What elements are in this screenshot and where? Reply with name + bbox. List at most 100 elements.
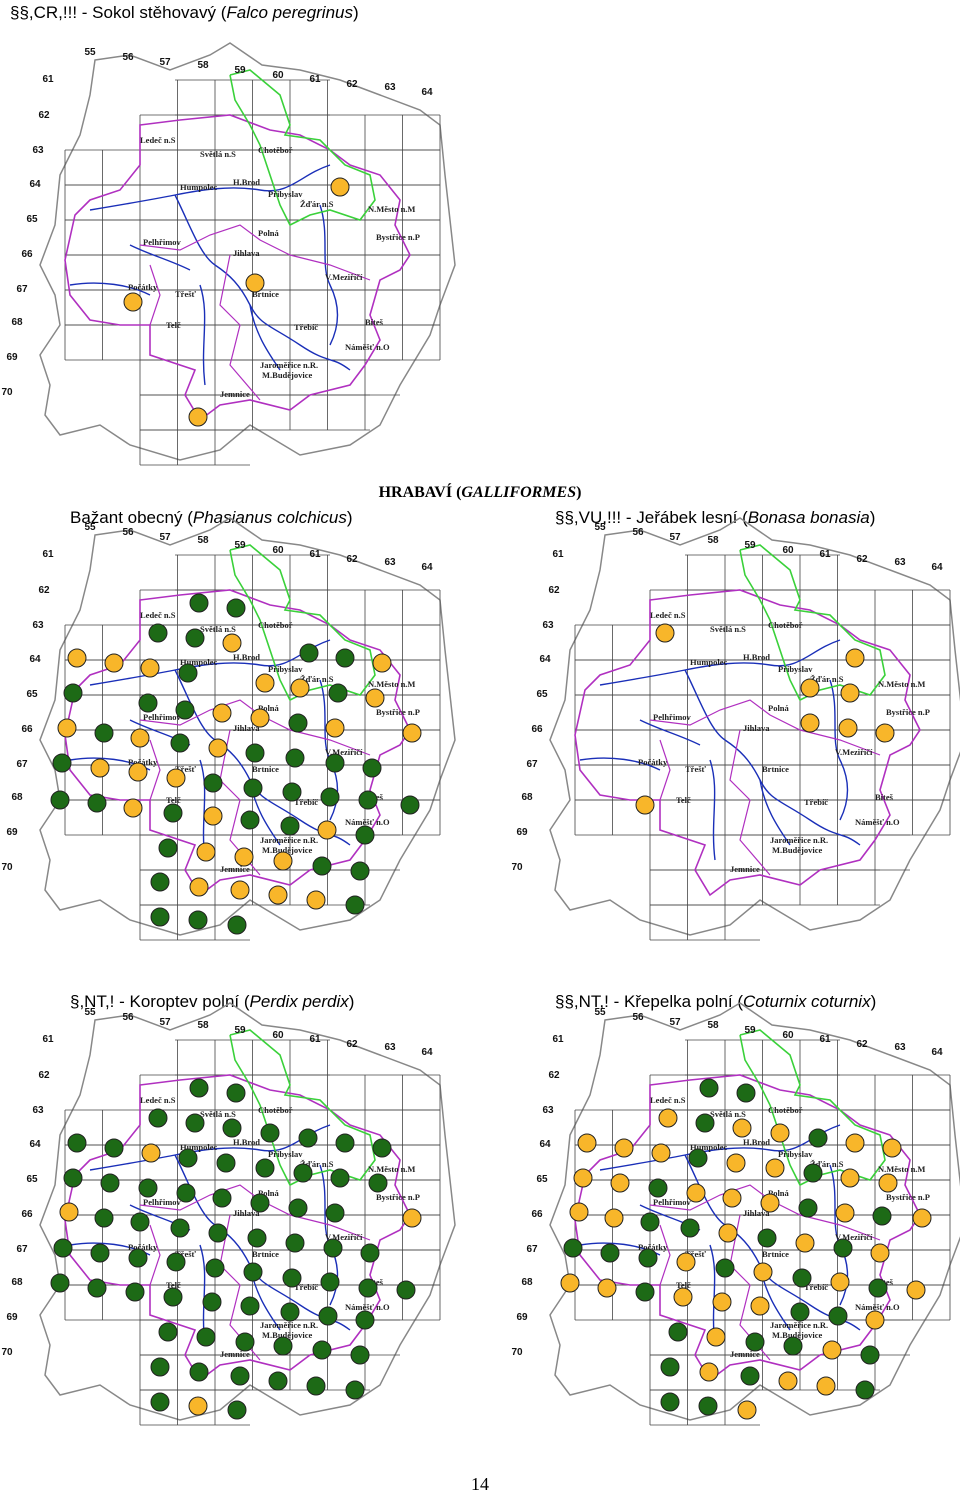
occurrence-dot: [250, 1193, 270, 1213]
town-label: Světlá n.S: [200, 149, 236, 159]
protected-area: [739, 544, 886, 702]
occurrence-dot: [325, 1203, 345, 1223]
row-label: 62: [38, 585, 50, 596]
occurrence-dot: [770, 1123, 790, 1143]
district-outline: [649, 699, 881, 876]
occurrence-dot: [216, 1153, 236, 1173]
row-label: 65: [536, 1174, 548, 1185]
town-label: N.Město n.M: [878, 1164, 925, 1174]
occurrence-dot: [123, 292, 143, 312]
river: [199, 284, 206, 386]
occurrence-dot: [104, 1138, 124, 1158]
town-label: Humpolec: [690, 657, 728, 667]
occurrence-dot: [138, 1178, 158, 1198]
row-label: 64: [29, 654, 41, 665]
river: [829, 679, 849, 821]
town-label: Humpolec: [180, 182, 218, 192]
row-label: 65: [26, 689, 38, 700]
occurrence-dot: [234, 847, 254, 867]
occurrence-dot: [800, 678, 820, 698]
occurrence-dot: [247, 1228, 267, 1248]
town-label: V.Meziříčí: [835, 747, 873, 757]
town-label: Chotěboř: [258, 1105, 293, 1115]
row-label: 70: [1, 387, 13, 398]
occurrence-dot: [188, 910, 208, 930]
row-label: 68: [521, 792, 533, 803]
occurrence-dot: [188, 407, 208, 427]
row-label: 68: [11, 792, 23, 803]
occurrence-dot: [335, 1133, 355, 1153]
row-label: 67: [16, 759, 28, 770]
occurrence-dot: [163, 1287, 183, 1307]
occurrence-dot: [745, 1332, 765, 1352]
occurrence-dot: [285, 748, 305, 768]
occurrence-dot: [610, 1173, 630, 1193]
row-label: 70: [1, 1347, 13, 1358]
column-label: 60: [272, 1030, 284, 1041]
occurrence-dot: [718, 1223, 738, 1243]
occurrence-dot: [87, 793, 107, 813]
occurrence-dot: [400, 795, 420, 815]
occurrence-dot: [130, 728, 150, 748]
occurrence-dot: [838, 718, 858, 738]
town-label: Žďár n.S: [810, 1159, 844, 1169]
town-label: Třešť: [685, 1249, 707, 1259]
occurrence-dot: [178, 1148, 198, 1168]
town-label: Ledeč n.S: [140, 1095, 176, 1105]
occurrence-dot: [865, 1310, 885, 1330]
occurrence-dot: [358, 1278, 378, 1298]
occurrence-dot: [67, 1133, 87, 1153]
town-label: Jaroměřice n.R.: [770, 1320, 828, 1330]
occurrence-dot: [255, 1158, 275, 1178]
town-label: H.Brod: [233, 177, 260, 187]
occurrence-dot: [128, 1248, 148, 1268]
occurrence-dot: [130, 1212, 150, 1232]
town-label: Humpolec: [180, 657, 218, 667]
town-label: M.Budějovice: [262, 370, 313, 380]
occurrence-dot: [830, 1272, 850, 1292]
map: Ledeč n.S Světlá n.S Chotěboř Humpolec H.Bro…: [1, 1002, 456, 1426]
town-label: Počátky: [128, 757, 158, 767]
occurrence-dot: [560, 1273, 580, 1293]
occurrence-dot: [604, 1208, 624, 1228]
occurrence-dot: [185, 1113, 205, 1133]
occurrence-dot: [753, 1262, 773, 1282]
row-label: 61: [552, 1034, 564, 1045]
row-label: 63: [542, 1105, 554, 1116]
town-label: Bíteš: [875, 792, 894, 802]
town-label: Telč: [676, 1280, 691, 1290]
column-label: 57: [669, 1017, 681, 1028]
occurrence-dot: [50, 790, 70, 810]
occurrence-dot: [87, 1278, 107, 1298]
row-label: 61: [42, 1034, 54, 1045]
occurrence-dot: [212, 703, 232, 723]
district-outline: [64, 114, 411, 422]
occurrence-dot: [320, 787, 340, 807]
occurrence-dot: [563, 1238, 583, 1258]
occurrence-dot: [226, 598, 246, 618]
occurrence-dot: [845, 1133, 865, 1153]
town-label: Počátky: [638, 757, 668, 767]
town-label: M.Budějovice: [772, 845, 823, 855]
row-label: 63: [32, 1105, 44, 1116]
occurrence-dot: [872, 1206, 892, 1226]
occurrence-dot: [170, 733, 190, 753]
occurrence-dot: [597, 1278, 617, 1298]
occurrence-dot: [268, 1371, 288, 1391]
town-label: Bystřice n.P: [886, 1192, 930, 1202]
occurrence-dot: [226, 1083, 246, 1103]
column-label: 62: [346, 554, 358, 565]
town-label: M.Budějovice: [772, 1330, 823, 1340]
occurrence-dot: [372, 653, 392, 673]
occurrence-dot: [906, 1280, 926, 1300]
town-label: Polná: [258, 703, 280, 713]
town-label: Jemnice: [220, 864, 250, 874]
section-header: HRABAVÍ (GALLIFORMES): [379, 482, 582, 501]
occurrence-dot: [699, 1078, 719, 1098]
row-label: 68: [11, 317, 23, 328]
river: [319, 204, 339, 346]
town-label: Ledeč n.S: [650, 610, 686, 620]
occurrence-dot: [185, 628, 205, 648]
column-label: 61: [309, 549, 321, 560]
occurrence-dot: [330, 177, 350, 197]
